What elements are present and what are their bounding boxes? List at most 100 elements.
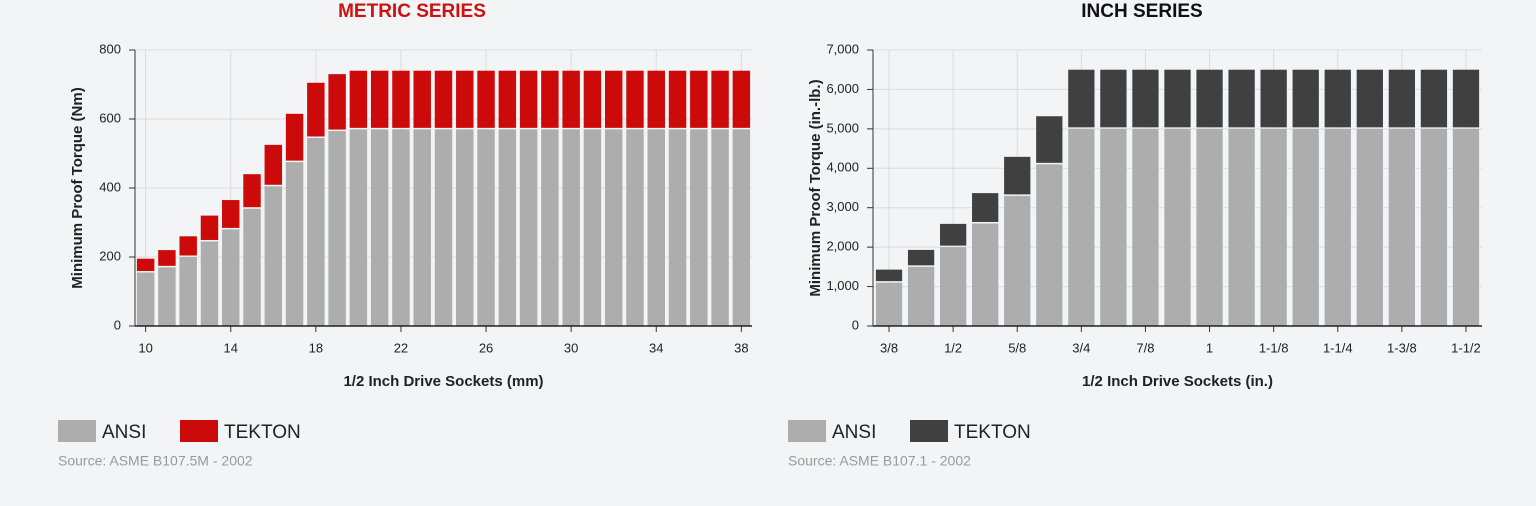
bar-segment [519,129,538,326]
x-tick-label: 1 [1206,340,1213,355]
bar-segment [1260,128,1287,326]
bar-segment [626,70,644,128]
bar-segment [711,70,729,128]
bar-segment [158,250,176,266]
x-tick-label: 30 [564,340,578,355]
x-tick-label: 1/2 [944,340,962,355]
x-tick-label: 38 [734,340,748,355]
x-tick-label: 34 [649,340,663,355]
bar-segment [1036,164,1063,326]
legend-swatch [788,420,826,442]
bar-segment [158,267,176,326]
bar-segment [285,162,304,326]
bar-segment [1100,69,1127,128]
bar-segment [604,129,623,326]
x-tick-label: 3/4 [1072,340,1090,355]
bar-segment [647,129,665,326]
bar-segment [243,174,261,208]
bar-segment [136,272,155,326]
legend-swatch [910,420,948,442]
bar-segment [1388,69,1416,128]
bar-segment [1100,128,1127,326]
bar-segment [285,113,304,161]
bar-segment [434,129,453,326]
y-tick-label: 1,000 [826,278,859,293]
bar-segment [732,70,751,128]
legend-label: TEKTON [224,422,301,443]
legend-label: TEKTON [954,422,1031,443]
bar-segment [328,74,346,130]
source-note: Source: ASME B107.1 - 2002 [788,453,971,469]
bar-segment [1132,128,1159,326]
bar-segment [1420,69,1448,128]
bar-segment [370,70,389,128]
legend-swatch [58,420,96,442]
bar-segment [1388,128,1416,326]
bar-segment [939,247,967,326]
y-tick-label: 4,000 [826,160,859,175]
bar-segment [498,129,517,326]
bar-segment [1292,128,1319,326]
bar-segment [456,129,474,326]
bar-segment [477,70,495,128]
bar-segment [626,129,644,326]
x-tick-label: 1-3/8 [1387,340,1417,355]
bar-segment [1452,128,1480,326]
bar-segment [392,70,410,128]
bar-segment [370,129,389,326]
x-tick-label: 22 [394,340,408,355]
bar-segment [1132,69,1159,128]
bar-segment [1164,69,1191,128]
y-tick-label: 5,000 [826,120,859,135]
bar-segment [200,215,219,240]
bar-segment [1356,69,1383,128]
chart-title: METRIC SERIES [338,1,486,22]
bar-segment [604,70,623,128]
y-tick-label: 600 [99,110,121,125]
bar-segment [328,131,346,326]
x-axis-title: 1/2 Inch Drive Sockets (in.) [1082,373,1273,390]
bar-segment [179,257,197,326]
x-tick-label: 10 [138,340,152,355]
bar-segment [1004,195,1031,326]
bar-segment [1324,69,1351,128]
y-tick-label: 2,000 [826,239,859,254]
bar-segment [1260,69,1287,128]
y-tick-label: 0 [852,317,859,332]
bar-segment [939,223,967,246]
bar-segment [392,129,410,326]
bar-segment [264,186,283,326]
bar-segment [413,129,431,326]
bar-segment [1196,69,1223,128]
bar-segment [456,70,474,128]
bar-segment [732,129,751,326]
bar-segment [541,129,559,326]
bar-segment [668,70,687,128]
bar-segment [1452,69,1480,128]
x-tick-label: 1-1/4 [1323,340,1353,355]
bar-segment [711,129,729,326]
legend-swatch [180,420,218,442]
bar-segment [243,208,261,326]
y-tick-label: 3,000 [826,199,859,214]
bar-segment [541,70,559,128]
bar-segment [179,236,197,256]
bar-segment [1228,69,1255,128]
x-axis-title: 1/2 Inch Drive Sockets (mm) [343,373,543,390]
bar-segment [647,70,665,128]
x-tick-label: 5/8 [1008,340,1026,355]
bar-segment [1324,128,1351,326]
bar-segment [1036,116,1063,163]
chart-title: INCH SERIES [1081,1,1202,22]
bar-segment [1356,128,1383,326]
bar-segment [583,70,602,128]
x-tick-label: 1-1/8 [1259,340,1289,355]
bar-segment [907,266,935,326]
bar-segment [690,129,708,326]
bar-segment [1068,128,1095,326]
bar-segment [1228,128,1255,326]
bar-segment [1068,69,1095,128]
y-axis-title: Minimum Proof Torque (Nm) [69,87,86,288]
x-tick-label: 14 [224,340,238,355]
x-tick-label: 3/8 [880,340,898,355]
